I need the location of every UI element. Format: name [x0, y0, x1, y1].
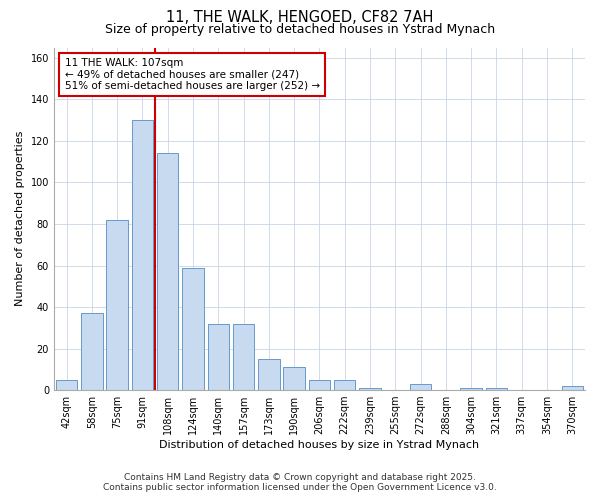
Bar [157, 154, 178, 390]
Bar [410, 384, 431, 390]
Bar [460, 388, 482, 390]
Bar [562, 386, 583, 390]
X-axis label: Distribution of detached houses by size in Ystrad Mynach: Distribution of detached houses by size … [160, 440, 479, 450]
Bar [106, 220, 128, 390]
Bar [309, 380, 330, 390]
Text: Contains HM Land Registry data © Crown copyright and database right 2025.
Contai: Contains HM Land Registry data © Crown c… [103, 473, 497, 492]
Bar [81, 314, 103, 390]
Text: 11 THE WALK: 107sqm
← 49% of detached houses are smaller (247)
51% of semi-detac: 11 THE WALK: 107sqm ← 49% of detached ho… [65, 58, 320, 91]
Text: Size of property relative to detached houses in Ystrad Mynach: Size of property relative to detached ho… [105, 22, 495, 36]
Text: 11, THE WALK, HENGOED, CF82 7AH: 11, THE WALK, HENGOED, CF82 7AH [166, 10, 434, 25]
Bar [283, 367, 305, 390]
Bar [258, 359, 280, 390]
Bar [233, 324, 254, 390]
Bar [56, 380, 77, 390]
Bar [334, 380, 355, 390]
Bar [208, 324, 229, 390]
Bar [182, 268, 204, 390]
Bar [131, 120, 153, 390]
Y-axis label: Number of detached properties: Number of detached properties [15, 131, 25, 306]
Bar [486, 388, 507, 390]
Bar [359, 388, 381, 390]
